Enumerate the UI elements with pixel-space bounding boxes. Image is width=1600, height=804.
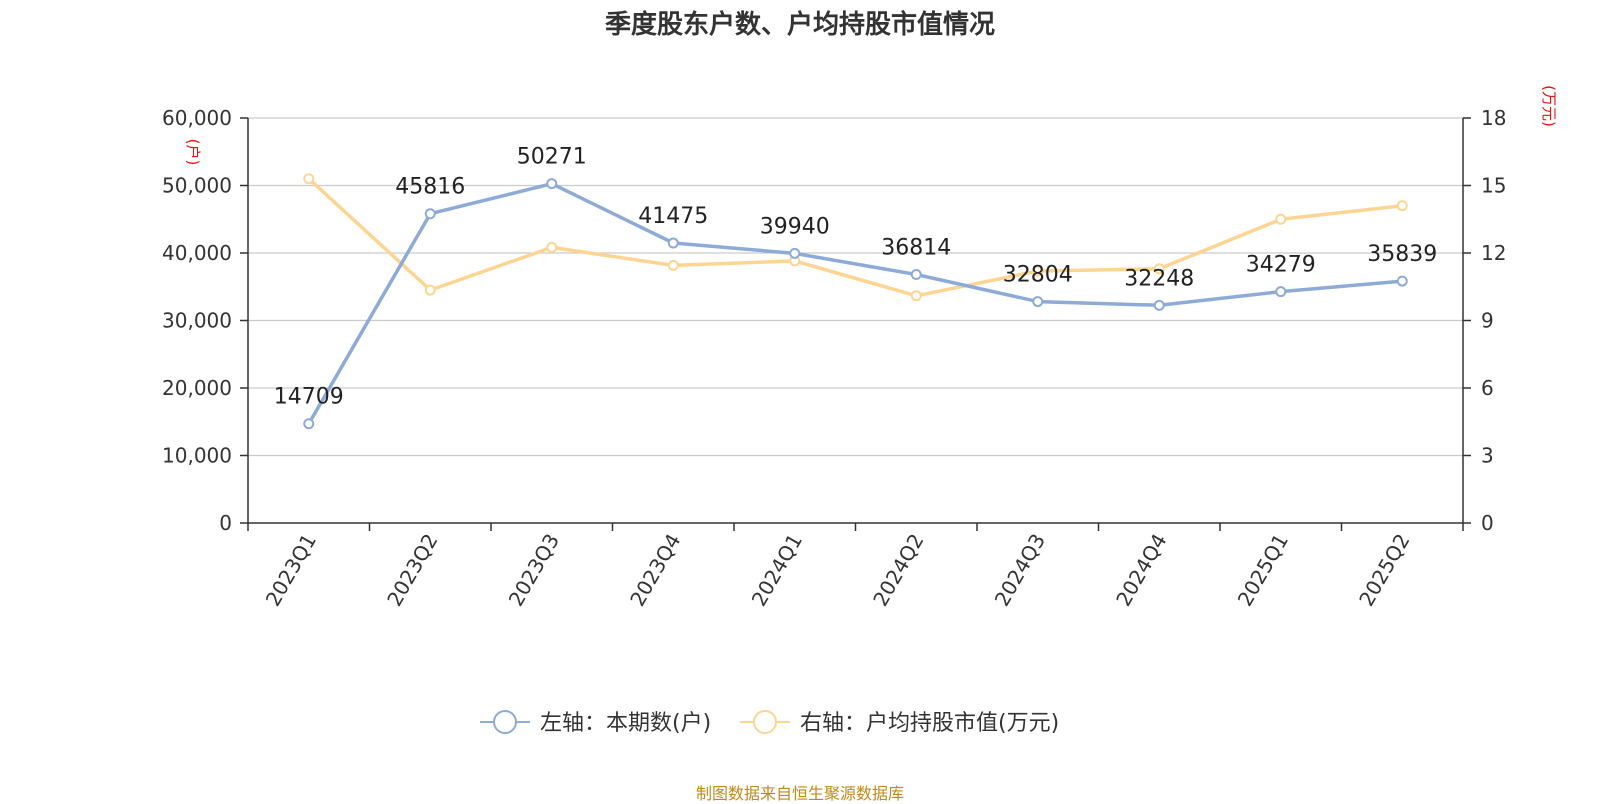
y-left-tick-label: 50,000 [162, 174, 232, 198]
y-left-tick-label: 30,000 [162, 309, 232, 333]
data-label: 34279 [1246, 253, 1316, 278]
x-tick-label: 2023Q2 [382, 530, 442, 611]
y-left-tick-label: 0 [219, 511, 232, 535]
data-point-left [789, 247, 801, 259]
x-tick-label: 2024Q1 [747, 530, 807, 611]
y-left-unit: (户) [184, 139, 202, 166]
data-point-left [1396, 275, 1408, 287]
source-note: 制图数据来自恒生聚源数据库 [695, 784, 904, 803]
x-tick-label: 2024Q4 [1111, 530, 1171, 611]
series-line-left [307, 181, 1405, 426]
x-tick-label: 2023Q1 [261, 530, 321, 611]
y-left-tick-label: 20,000 [162, 376, 232, 400]
data-point-left [1275, 286, 1287, 298]
data-point-left [910, 269, 922, 281]
y-left-tick-label: 10,000 [162, 444, 232, 468]
legend-marker [493, 710, 517, 734]
legend-label: 右轴：户均持股市值(万元) [800, 711, 1059, 736]
y-right-tick-label: 6 [1481, 376, 1494, 400]
data-point-left [303, 418, 315, 430]
data-point-right [424, 284, 436, 296]
data-point-right [1153, 263, 1165, 275]
data-point-right [910, 290, 922, 302]
data-label: 32248 [1124, 266, 1194, 291]
series-line-right [307, 176, 1405, 298]
data-point-right [303, 173, 315, 185]
data-point-left [424, 208, 436, 220]
data-point-right [546, 241, 558, 253]
data-point-right [667, 259, 679, 271]
data-point-left [667, 237, 679, 249]
data-point-left [546, 178, 558, 190]
y-right-tick-label: 15 [1481, 174, 1506, 198]
data-point-right [1275, 213, 1287, 225]
y-right-tick-label: 18 [1481, 106, 1506, 130]
y-right-tick-label: 12 [1481, 241, 1506, 265]
data-label: 41475 [638, 204, 708, 229]
data-label: 14709 [274, 385, 344, 410]
y-right-tick-label: 3 [1481, 444, 1494, 468]
data-label: 36814 [881, 236, 951, 261]
data-label: 35839 [1367, 242, 1437, 267]
x-tick-label: 2023Q4 [625, 530, 685, 611]
data-label: 39940 [760, 214, 830, 239]
legend-marker [753, 710, 777, 734]
data-point-left [1032, 296, 1044, 308]
y-right-tick-label: 9 [1481, 309, 1494, 333]
data-point-right [1032, 265, 1044, 277]
x-tick-label: 2025Q2 [1354, 530, 1414, 611]
x-tick-label: 2025Q1 [1233, 530, 1293, 611]
x-tick-label: 2024Q3 [990, 530, 1050, 611]
data-label: 45816 [395, 175, 465, 200]
y-right-tick-label: 0 [1481, 511, 1494, 535]
y-right-unit: (万元) [1540, 85, 1558, 127]
data-label: 32804 [1003, 263, 1073, 288]
y-left-tick-label: 40,000 [162, 241, 232, 265]
legend-label: 左轴：本期数(户) [540, 711, 711, 736]
x-tick-label: 2024Q2 [868, 530, 928, 611]
x-tick-label: 2023Q3 [504, 530, 564, 611]
data-point-left [1153, 299, 1165, 311]
data-label: 50271 [517, 145, 587, 170]
chart-title: 季度股东户数、户均持股市值情况 [604, 10, 995, 40]
y-left-tick-label: 60,000 [162, 106, 232, 130]
data-point-right [1396, 200, 1408, 212]
